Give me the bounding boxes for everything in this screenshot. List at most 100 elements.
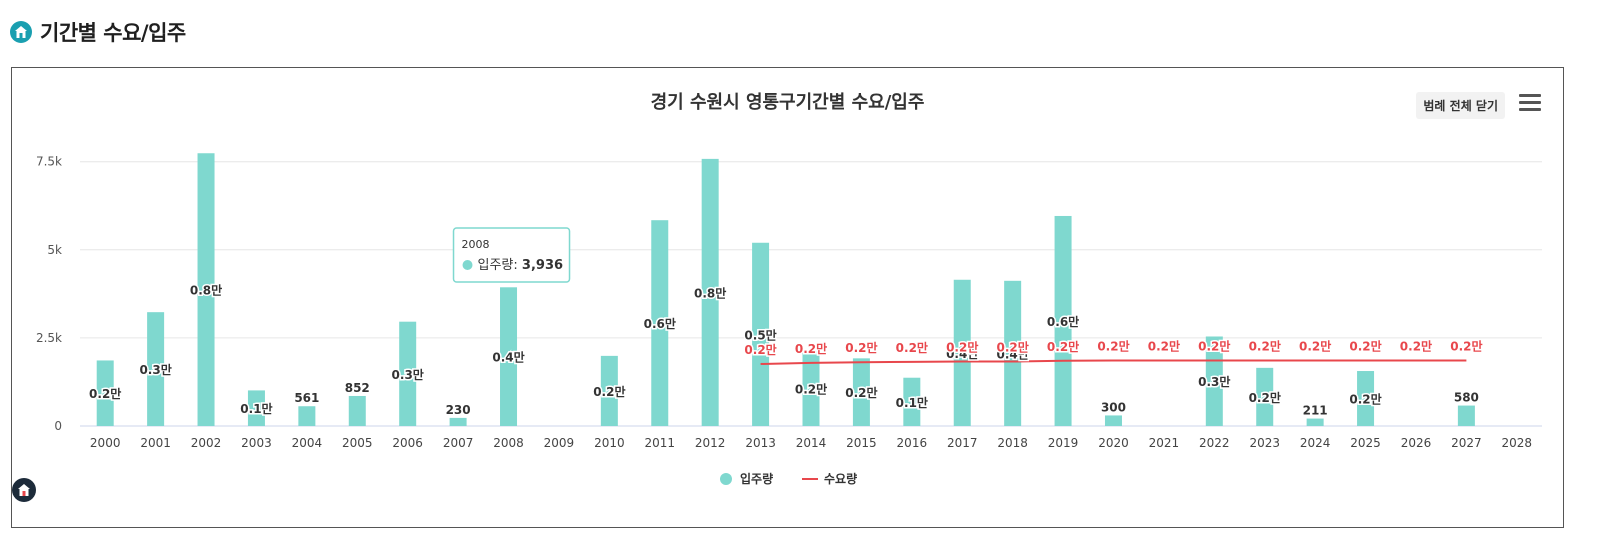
bar-2005[interactable]: [348, 395, 366, 426]
bar-data-label: 211: [1303, 404, 1328, 418]
bar-2017[interactable]: [953, 279, 971, 426]
bar-2003[interactable]: [247, 390, 265, 426]
bar-data-label: 0.2만: [89, 386, 121, 401]
bar-2016[interactable]: [903, 377, 921, 426]
x-tick-label: 2010: [594, 436, 625, 450]
bar-2015[interactable]: [852, 358, 870, 426]
y-tick-label: 0: [54, 419, 62, 433]
home-icon: [10, 21, 32, 43]
bar-data-label: 0.2만: [1349, 392, 1381, 407]
bar-2014[interactable]: [802, 350, 820, 426]
bar-data-label: 852: [345, 381, 370, 395]
y-tick-label: 2.5k: [36, 331, 62, 345]
x-tick-label: 2002: [191, 436, 222, 450]
line-data-label: 0.2만: [1148, 338, 1180, 353]
bar-2012[interactable]: [701, 158, 719, 426]
bar-2001[interactable]: [147, 312, 165, 426]
x-tick-label: 2008: [493, 436, 524, 450]
bar-data-label: 0.4만: [946, 346, 978, 361]
x-tick-label: 2009: [544, 436, 575, 450]
bar-2020[interactable]: [1104, 415, 1122, 426]
bar-data-label: 0.3만: [139, 362, 171, 377]
y-tick-label: 7.5k: [36, 155, 62, 169]
bar-2022[interactable]: [1205, 336, 1223, 426]
x-tick-label: 2018: [997, 436, 1028, 450]
line-data-label: 0.2만: [1198, 338, 1230, 353]
bar-data-label: 0.2만: [1249, 390, 1281, 405]
page-title: 기간별 수요/입주: [40, 21, 186, 45]
x-tick-label: 2028: [1502, 436, 1533, 450]
line-data-label: 0.2만: [1400, 338, 1432, 353]
bar-2006[interactable]: [399, 321, 417, 426]
bar-2010[interactable]: [600, 355, 618, 426]
bar-data-label: 580: [1454, 391, 1479, 405]
bar-data-label: 0.4만: [996, 346, 1028, 361]
x-tick-label: 2001: [140, 436, 171, 450]
chart-svg: 0 2.5k 5k 7.5k 2000 2001 2002 2003 2004 2005 2006 2…: [36, 153, 1542, 486]
bar-2002[interactable]: [197, 153, 215, 426]
line-data-label: 0.2만: [896, 340, 928, 355]
line-data-label: 0.2만: [1349, 338, 1381, 353]
bar-2025[interactable]: [1357, 371, 1375, 426]
bar-data-label: 0.2만: [845, 385, 877, 400]
bar-data-label: 0.5만: [744, 327, 776, 342]
bar-2011[interactable]: [651, 220, 669, 426]
bar-2018[interactable]: [1004, 280, 1022, 426]
x-tick-label: 2006: [392, 436, 423, 450]
x-tick-label: 2025: [1350, 436, 1381, 450]
legend-marker-supply[interactable]: [720, 473, 732, 485]
bar-data-label: 0.8만: [190, 283, 222, 298]
bar-data-label: 0.6만: [644, 316, 676, 331]
bar-data-label: 0.3만: [1198, 374, 1230, 389]
x-tick-label: 2014: [796, 436, 827, 450]
bar-2027[interactable]: [1457, 405, 1475, 426]
line-data-label: 0.2만: [1249, 338, 1281, 353]
x-tick-label: 2024: [1300, 436, 1331, 450]
x-tick-label: 2017: [947, 436, 978, 450]
bar-2013[interactable]: [752, 242, 770, 426]
chart-container: 경기 수원시 영통구기간별 수요/입주 범례 전체 닫기 0 2.5k 5k 7.5k…: [11, 67, 1564, 528]
x-tick-label: 2022: [1199, 436, 1230, 450]
x-tick-label: 2021: [1149, 436, 1180, 450]
bar-data-label: 300: [1101, 400, 1126, 414]
tooltip-marker: [462, 260, 473, 270]
chart-title: 경기 수원시 영통구기간별 수요/입주: [650, 92, 925, 113]
line-data-label: 0.2만: [1097, 338, 1129, 353]
line-data-label: 0.2만: [744, 342, 776, 357]
bar-2008[interactable]: [500, 287, 518, 426]
page-header: 기간별 수요/입주: [10, 14, 186, 50]
line-data-label: 0.2만: [996, 340, 1028, 355]
tooltip-year: 2008: [462, 238, 490, 251]
x-tick-label: 2015: [846, 436, 877, 450]
bar-data-label: 0.1만: [240, 401, 272, 416]
tooltip-box: [452, 227, 571, 283]
legend-close-all-button[interactable]: 범례 전체 닫기: [1416, 92, 1505, 119]
x-tick-label: 2013: [745, 436, 776, 450]
line-data-label: 0.2만: [1450, 338, 1482, 353]
x-tick-label: 2005: [342, 436, 373, 450]
bar-data-label: 0.6만: [1047, 314, 1079, 329]
bar-data-label: 561: [294, 391, 319, 405]
x-tick-label: 2004: [292, 436, 323, 450]
bar-data-label: 0.3만: [392, 367, 424, 382]
line-data-label: 0.2만: [946, 340, 978, 355]
hamburger-menu-icon[interactable]: [1519, 94, 1541, 112]
bar-2023[interactable]: [1256, 367, 1274, 426]
x-tick-label: 2000: [90, 436, 121, 450]
x-tick-label: 2023: [1249, 436, 1280, 450]
y-tick-label: 5k: [47, 243, 62, 257]
legend-label-supply: 입주량: [740, 472, 773, 486]
x-tick-label: 2007: [443, 436, 474, 450]
tooltip-value: 입주량: 3,936: [478, 258, 564, 273]
bar-2019[interactable]: [1054, 215, 1072, 426]
line-data-label: 0.2만: [1299, 338, 1331, 353]
bar-data-label: 0.1만: [896, 395, 928, 410]
legend-label-demand: 수요량: [824, 472, 857, 486]
bar-data-label: 0.2만: [593, 384, 625, 399]
x-tick-label: 2026: [1401, 436, 1432, 450]
bar-2007[interactable]: [449, 417, 467, 426]
bar-2004[interactable]: [298, 406, 316, 426]
bar-2024[interactable]: [1306, 418, 1324, 426]
bar-2000[interactable]: [96, 360, 114, 426]
x-tick-label: 2011: [644, 436, 675, 450]
